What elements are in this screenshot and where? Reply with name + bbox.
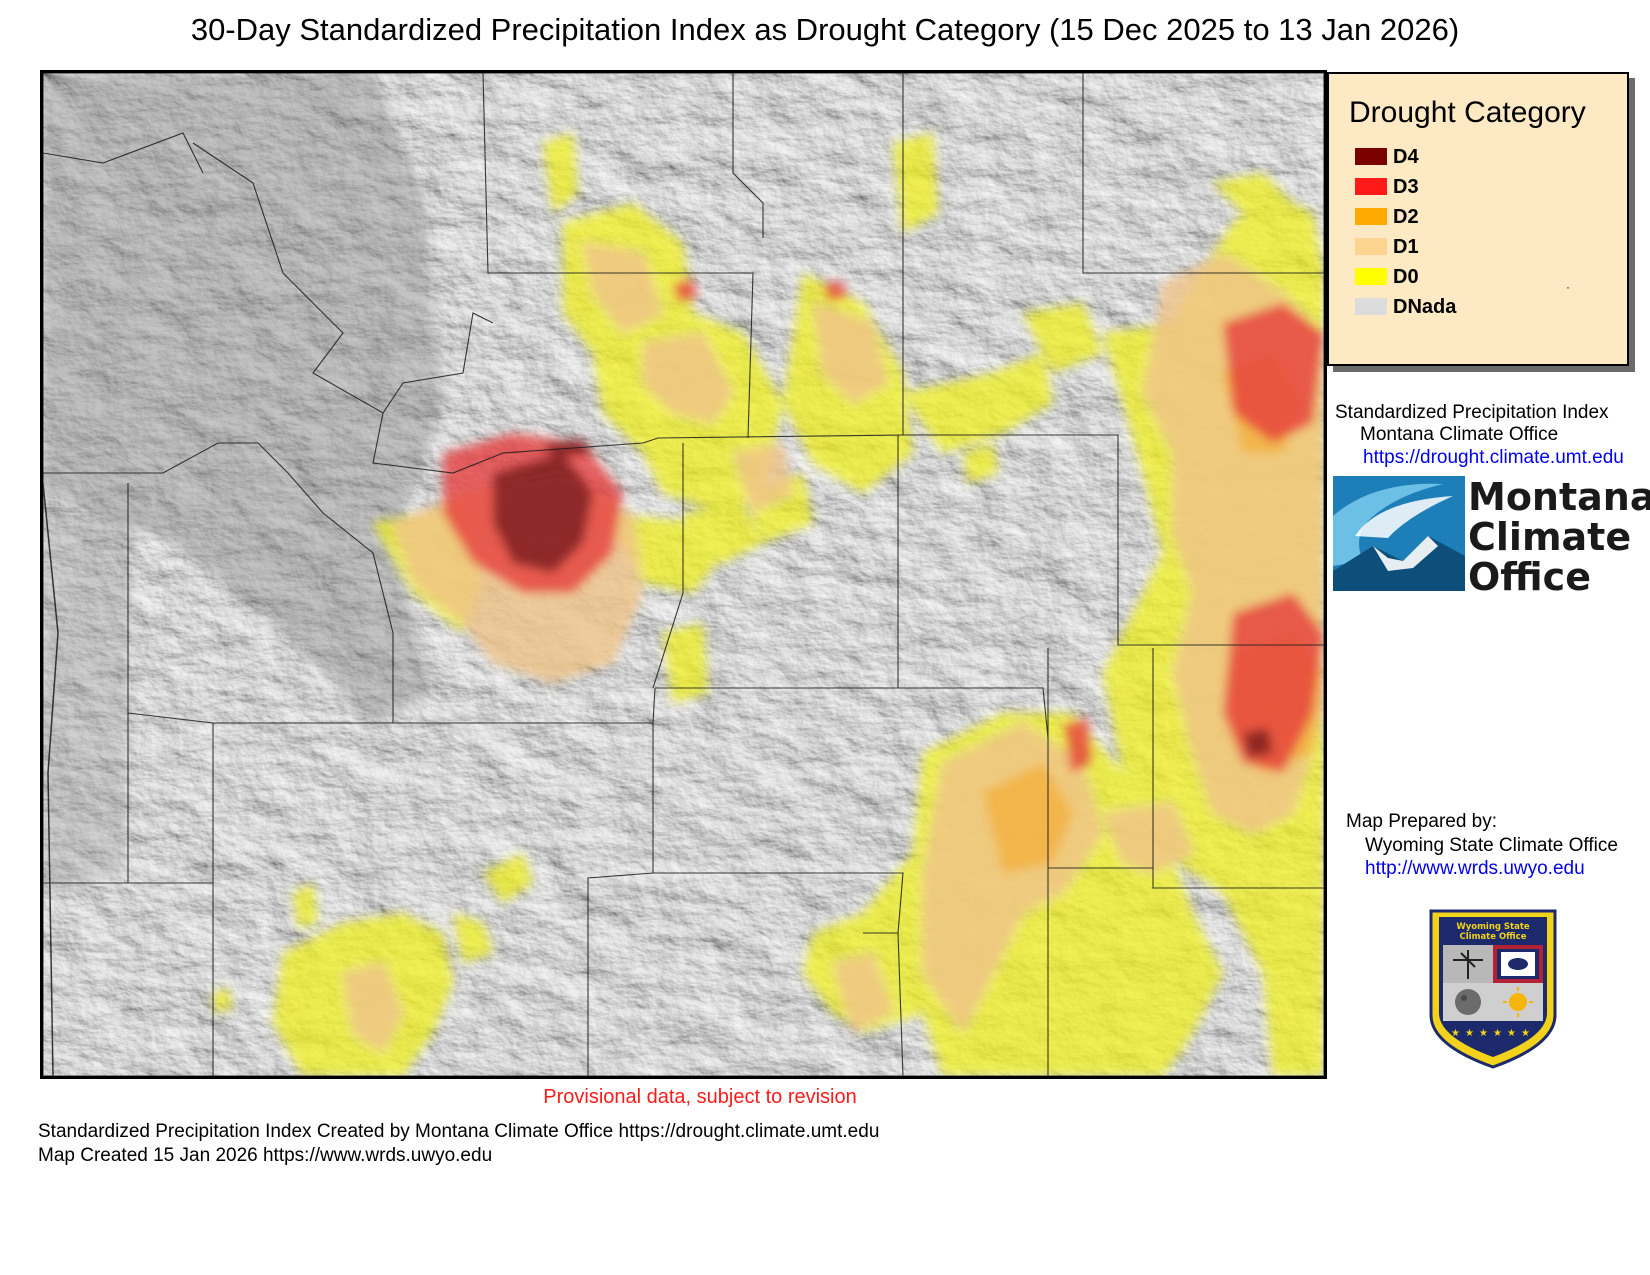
- legend-swatch: [1355, 208, 1387, 225]
- svg-text:★: ★: [1521, 1028, 1530, 1039]
- legend-label: D0: [1393, 266, 1419, 288]
- badge-text-line2: Climate Office: [1460, 932, 1527, 942]
- legend-swatch: [1355, 238, 1387, 255]
- prepared-by-label: Map Prepared by:: [1346, 811, 1498, 832]
- mco-logo-word1: Montana: [1468, 475, 1650, 519]
- legend-label: D2: [1393, 206, 1419, 228]
- legend-mark: ·: [1566, 280, 1570, 294]
- svg-text:★: ★: [1465, 1028, 1474, 1039]
- badge-text-line1: Wyoming State: [1456, 922, 1530, 932]
- legend-label: D4: [1393, 146, 1419, 168]
- legend-label: D1: [1393, 236, 1419, 258]
- legend-swatch: [1355, 148, 1387, 165]
- legend-label: DNada: [1393, 296, 1457, 318]
- prepared-by-org: Wyoming State Climate Office: [1365, 835, 1618, 856]
- map-title: 30-Day Standardized Precipitation Index …: [190, 12, 1460, 47]
- drought-map: [40, 70, 1327, 1079]
- svg-text:★: ★: [1479, 1028, 1488, 1039]
- legend-label: D3: [1393, 176, 1419, 198]
- mco-logo-icon: [1333, 476, 1465, 591]
- map-canvas: [43, 73, 1324, 1076]
- footer-line1: Standardized Precipitation Index Created…: [38, 1121, 880, 1142]
- spi-credit-link[interactable]: https://drought.climate.umt.edu: [1363, 447, 1624, 468]
- spi-credit-line1: Standardized Precipitation Index: [1335, 402, 1609, 423]
- mco-logo-word3: Office: [1468, 555, 1591, 599]
- mco-logo-word2: Climate: [1468, 515, 1632, 559]
- footer-line2: Map Created 15 Jan 2026 https://www.wrds…: [38, 1145, 493, 1166]
- legend-title: Drought Category: [1349, 96, 1586, 129]
- provisional-note: Provisional data, subject to revision: [543, 1086, 857, 1108]
- legend-swatch: [1355, 298, 1387, 315]
- wyoming-climate-office-badge-icon: Wyoming State Climate Office ★ ★ ★ ★ ★ ★: [1429, 909, 1557, 1069]
- prepared-by-link[interactable]: http://www.wrds.uwyo.edu: [1365, 858, 1585, 879]
- spi-credit-line2: Montana Climate Office: [1360, 424, 1559, 445]
- svg-text:★: ★: [1451, 1028, 1460, 1039]
- svg-text:★: ★: [1493, 1028, 1502, 1039]
- legend-swatch: [1355, 268, 1387, 285]
- legend-panel: Drought Category D4 D3 D2 D1 D0 DNada ·: [1327, 72, 1629, 366]
- drought-overlay: [213, 133, 1324, 1076]
- legend-swatch: [1355, 178, 1387, 195]
- county-boundaries: [43, 73, 1324, 1076]
- svg-text:★: ★: [1507, 1028, 1516, 1039]
